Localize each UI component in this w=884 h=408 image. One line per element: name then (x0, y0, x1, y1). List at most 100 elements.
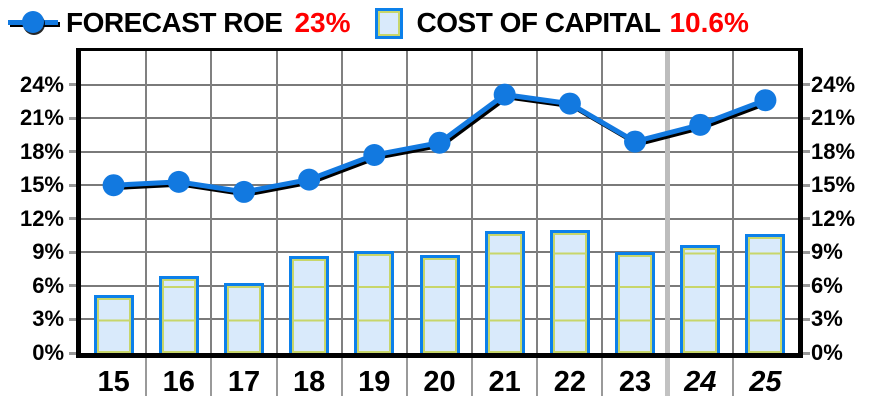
cost-of-capital-swatch-icon (374, 7, 403, 39)
roe-point-25 (754, 89, 777, 112)
column-separator-below-axis (340, 358, 343, 396)
y-tick-label-left: 15% (19, 172, 64, 198)
y-tick-label-right: 24% (811, 71, 856, 97)
y-axis-tick-left (69, 116, 76, 120)
x-category-label-20: 20 (423, 366, 456, 398)
bar-19 (354, 251, 395, 353)
y-axis-tick-right (803, 217, 810, 221)
bar-22 (549, 229, 590, 353)
x-category-label-18: 18 (292, 366, 326, 398)
gridline-vertical (536, 51, 539, 353)
x-category-label-22: 22 (553, 366, 586, 398)
y-tick-label-left: 18% (19, 138, 64, 164)
x-category-label-17: 17 (227, 366, 261, 398)
roe-point-15 (102, 174, 125, 197)
plot-inner (81, 51, 798, 353)
roe-point-22 (558, 92, 581, 115)
gridline-vertical (340, 51, 343, 353)
y-axis-tick-left (69, 284, 76, 288)
roe-point-17 (232, 180, 255, 203)
y-tick-label-left: 3% (32, 306, 64, 332)
x-category-label-19: 19 (358, 366, 391, 398)
gridline-horizontal (81, 83, 798, 86)
gridline-horizontal (81, 251, 798, 254)
bar-20 (419, 254, 460, 353)
y-axis-tick-right (803, 317, 810, 321)
bar-17 (223, 282, 264, 353)
gridline-horizontal (81, 184, 798, 187)
y-axis-tick-right (803, 116, 810, 120)
gridline-horizontal (81, 117, 798, 120)
legend: FORECAST ROE 23% COST OF CAPITAL 10.6% (0, 0, 884, 46)
roe-point-18 (298, 168, 321, 191)
y-axis-tick-left (69, 150, 76, 154)
y-axis-tick-left (69, 250, 76, 254)
y-tick-label-left: 0% (32, 340, 64, 365)
legend-coc-value: 10.6% (669, 7, 749, 38)
x-category-label-23: 23 (618, 366, 652, 398)
gridline-vertical (275, 51, 278, 353)
legend-roe-label: FORECAST ROE (66, 7, 283, 38)
y-axis-tick-left (69, 83, 76, 87)
roe-line-marker-icon (8, 10, 58, 36)
y-axis-tick-left (69, 183, 76, 187)
bar-21 (484, 231, 525, 353)
y-tick-label-right: 15% (811, 172, 856, 198)
y-axis-tick-right (803, 284, 810, 288)
y-tick-label-left: 21% (19, 105, 64, 131)
column-separator-below-axis (145, 358, 148, 396)
column-separator-below-axis (471, 358, 474, 396)
bar-15 (93, 294, 134, 353)
column-separator-below-axis (405, 358, 408, 396)
x-category-label-25: 25 (749, 366, 782, 398)
legend-coc-label: COST OF CAPITAL (416, 7, 661, 38)
y-tick-label-left: 12% (19, 205, 64, 231)
gridline-vertical (471, 51, 474, 353)
gridline-horizontal (81, 217, 798, 220)
y-axis-tick-right (803, 250, 810, 254)
roe-point-20 (428, 131, 451, 154)
y-tick-label-right: 6% (811, 272, 843, 298)
plot-area (76, 48, 803, 358)
bar-18 (289, 255, 330, 353)
y-axis-tick-right (803, 150, 810, 154)
gridline-vertical (731, 51, 734, 353)
roe-line-series (102, 83, 777, 203)
y-tick-label-left: 9% (32, 239, 64, 265)
bar-24 (680, 244, 721, 353)
y-tick-label-right: 3% (811, 306, 843, 332)
bar-23 (615, 252, 656, 353)
x-category-label-15: 15 (97, 366, 130, 398)
forecast-separator (665, 51, 671, 353)
legend-roe-value: 23% (294, 7, 351, 38)
y-tick-label-right: 0% (811, 340, 843, 365)
roe-dot-icon (22, 11, 44, 33)
roe-point-21 (493, 83, 516, 106)
gridline-vertical (210, 51, 213, 353)
y-axis-tick-left (69, 217, 76, 221)
roe-point-16 (167, 170, 190, 193)
gridline-vertical (601, 51, 604, 353)
x-category-label-21: 21 (488, 366, 521, 398)
y-axis-tick-left (69, 351, 76, 355)
roe-point-19 (363, 144, 386, 167)
y-axis-tick-right (803, 183, 810, 187)
x-category-label-24: 24 (684, 366, 717, 398)
column-separator-below-axis (536, 358, 539, 396)
bar-16 (158, 275, 199, 353)
column-separator-below-axis (275, 358, 278, 396)
y-tick-label-left: 24% (19, 71, 64, 97)
gridline-vertical (145, 51, 148, 353)
y-tick-label-right: 21% (811, 105, 856, 131)
gridline-vertical (405, 51, 408, 353)
roe-point-24 (689, 113, 712, 136)
roe-point-23 (624, 130, 647, 153)
column-separator-below-axis (731, 358, 734, 396)
y-tick-label-right: 12% (811, 205, 856, 231)
x-category-label-16: 16 (162, 366, 195, 398)
y-tick-label-left: 6% (32, 272, 64, 298)
y-tick-label-right: 18% (811, 138, 856, 164)
bar-25 (745, 234, 786, 353)
y-axis-tick-right (803, 351, 810, 355)
